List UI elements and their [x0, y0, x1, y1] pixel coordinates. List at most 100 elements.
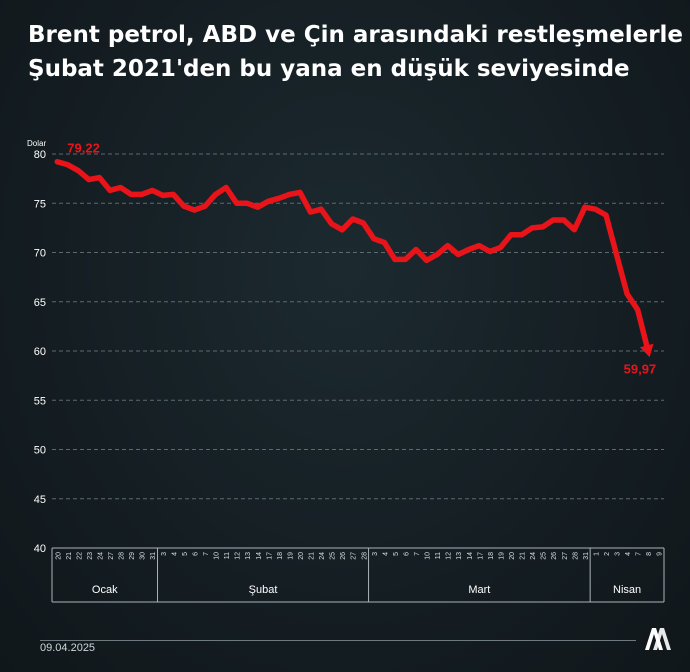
month-label-3: Nisan [613, 584, 641, 596]
data-point [55, 160, 59, 164]
data-point [340, 228, 344, 232]
data-point [235, 201, 239, 205]
y-tick-label: 80 [34, 149, 46, 161]
x-tick-label: 4 [171, 552, 178, 556]
x-tick-label: 25 [541, 552, 548, 560]
y-tick-label: 50 [34, 445, 46, 457]
data-point [615, 252, 619, 256]
data-label-1: 59,97 [624, 361, 657, 376]
title-line-2: Şubat 2021'den bu yana en düşük seviyesi… [28, 56, 630, 82]
data-point [403, 257, 407, 261]
x-tick-label: 11 [224, 552, 231, 559]
data-point [530, 226, 534, 230]
x-tick-label: 12 [235, 552, 242, 560]
month-label-1: Şubat [249, 584, 278, 596]
data-point [593, 207, 597, 211]
data-point [361, 221, 365, 225]
data-point [66, 163, 70, 167]
data-point [140, 192, 144, 196]
y-tick-label: 40 [34, 543, 46, 555]
x-tick-label: 4 [382, 552, 389, 556]
x-tick-label: 28 [572, 552, 579, 560]
x-tick-label: 3 [161, 552, 168, 556]
x-tick-label: 13 [245, 552, 252, 560]
data-point [319, 207, 323, 211]
x-tick-label: 28 [119, 552, 126, 560]
data-point [161, 193, 165, 197]
x-tick-label: 21 [309, 552, 316, 560]
data-point [150, 188, 154, 192]
data-point [372, 237, 376, 241]
data-point [541, 225, 545, 229]
data-point [287, 192, 291, 196]
x-tick-label: 5 [393, 552, 400, 556]
data-point [119, 185, 123, 189]
x-tick-label: 1 [593, 552, 600, 556]
x-tick-label: 12 [446, 552, 453, 560]
data-point [108, 188, 112, 192]
y-tick-label: 75 [34, 198, 46, 210]
x-tick-label: 20 [298, 552, 305, 560]
data-point [625, 292, 629, 296]
data-point [572, 228, 576, 232]
data-point [446, 244, 450, 248]
data-point [309, 210, 313, 214]
y-tick-label: 55 [34, 395, 46, 407]
data-point [393, 257, 397, 261]
logo-text: AA [643, 626, 645, 627]
x-tick-label: 2 [604, 552, 611, 556]
x-tick-label: 24 [319, 552, 326, 560]
data-point [382, 241, 386, 245]
x-tick-label: 20 [55, 552, 62, 560]
data-point [583, 205, 587, 209]
x-tick-label: 20 [509, 552, 516, 560]
data-point [224, 185, 228, 189]
x-tick-label: 8 [646, 552, 653, 556]
x-tick-label: 7 [636, 552, 643, 556]
x-tick-label: 7 [203, 552, 210, 556]
price-line [54, 158, 651, 355]
x-tick-label: 10 [214, 552, 221, 560]
x-tick-label: 21 [66, 552, 73, 560]
y-axis-label: Dolar [27, 139, 46, 148]
data-point [488, 250, 492, 254]
x-tick-label: 7 [414, 552, 421, 556]
x-tick-label: 18 [277, 552, 284, 560]
x-tick-label: 6 [192, 552, 199, 556]
y-tick-label: 45 [34, 494, 46, 506]
data-point [171, 192, 175, 196]
aa-logo-icon: AA [643, 626, 671, 650]
x-tick-label: 14 [256, 552, 263, 560]
data-point [256, 205, 260, 209]
data-point [477, 244, 481, 248]
x-tick-label: 31 [583, 552, 590, 560]
data-point [203, 204, 207, 208]
chart-title: Brent petrol, ABD ve Çin arasındaki rest… [28, 18, 684, 86]
data-point [245, 201, 249, 205]
x-tick-label: 23 [87, 552, 94, 560]
data-point [76, 169, 80, 173]
x-tick-label: 19 [287, 552, 294, 560]
data-point [129, 192, 133, 196]
data-point [498, 246, 502, 250]
x-tick-label: 26 [340, 552, 347, 560]
x-tick-label: 18 [488, 552, 495, 560]
x-tick-label: 30 [140, 552, 147, 560]
data-point [425, 258, 429, 262]
data-point [298, 190, 302, 194]
title-line-1: Brent petrol, ABD ve Çin arasındaki rest… [28, 22, 684, 48]
x-tick-label: 22 [76, 552, 83, 560]
data-point [562, 218, 566, 222]
data-point [214, 192, 218, 196]
data-point [646, 349, 650, 353]
y-tick-label: 60 [34, 346, 46, 358]
data-point [182, 204, 186, 208]
footer-date: 09.04.2025 [40, 642, 96, 654]
x-tick-label: 27 [351, 552, 358, 560]
data-point [87, 178, 91, 182]
x-tick-label: 24 [530, 552, 537, 560]
data-point [435, 252, 439, 256]
x-tick-label: 6 [403, 552, 410, 556]
x-tick-label: 27 [562, 552, 569, 560]
data-point [636, 308, 640, 312]
